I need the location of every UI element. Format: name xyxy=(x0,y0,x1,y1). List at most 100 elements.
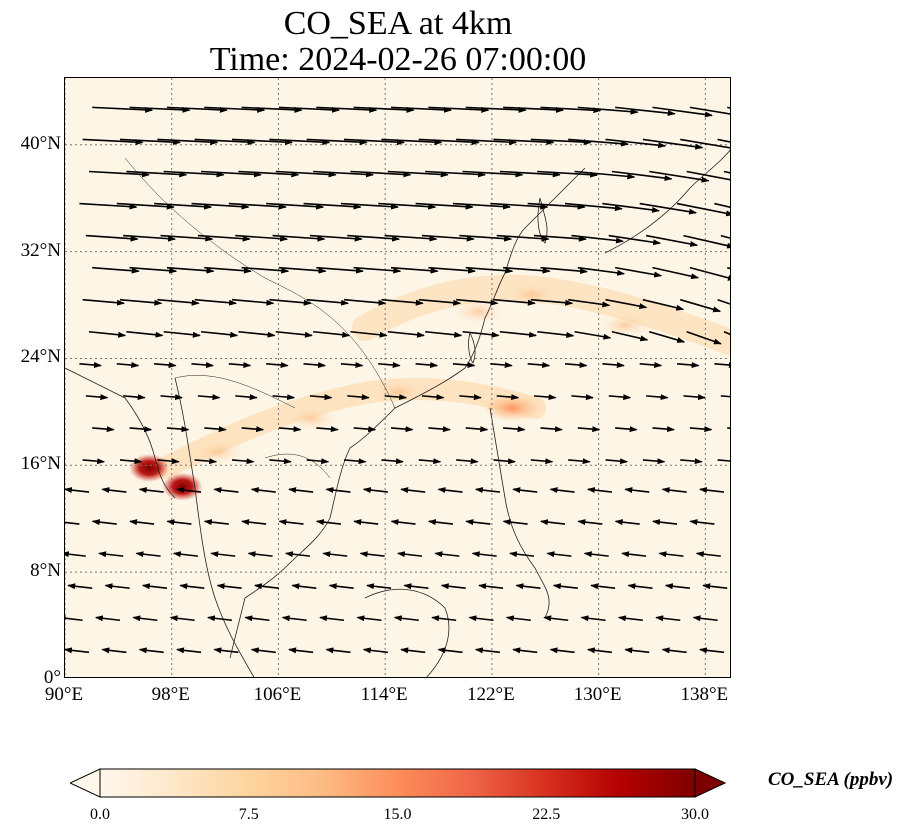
wind-arrow xyxy=(478,583,504,590)
wind-arrow xyxy=(683,394,706,401)
wind-arrow xyxy=(266,202,325,210)
wind-arrow xyxy=(627,583,653,590)
wind-arrow xyxy=(344,138,405,146)
x-tick-label: 122°E xyxy=(467,684,515,705)
wind-arrow xyxy=(269,298,312,306)
wind-arrow xyxy=(418,138,480,146)
wind-arrow xyxy=(157,138,219,146)
wind-arrow xyxy=(132,615,158,622)
wind-arrow xyxy=(272,234,326,242)
wind-arrow xyxy=(400,487,426,494)
wind-arrow xyxy=(586,487,613,494)
wind-arrow xyxy=(652,106,713,118)
gridline-layer xyxy=(65,78,730,677)
wind-arrow xyxy=(390,426,414,433)
y-tick-label: 16°N xyxy=(20,453,61,475)
wind-arrow xyxy=(154,362,177,369)
wind-arrow xyxy=(471,551,497,558)
wind-arrow xyxy=(67,583,93,590)
colorbar-gradient xyxy=(99,768,696,798)
wind-arrow xyxy=(387,170,449,178)
wind-arrow xyxy=(396,551,423,558)
wind-arrow xyxy=(462,170,524,178)
wind-arrow xyxy=(683,234,730,249)
co-hotspot xyxy=(192,439,245,464)
co-hotspot xyxy=(162,472,203,501)
wind-arrow xyxy=(564,362,588,369)
wind-arrow xyxy=(306,298,350,306)
wind-arrow xyxy=(194,298,238,306)
wind-arrow xyxy=(322,551,348,558)
wind-arrow xyxy=(316,106,378,113)
wind-arrow xyxy=(642,138,704,150)
map-panel xyxy=(64,77,731,678)
wind-arrow xyxy=(577,106,639,115)
wind-arrow xyxy=(241,426,265,433)
wind-arrow xyxy=(231,458,255,465)
wind-arrow xyxy=(313,170,375,178)
wind-arrow xyxy=(431,615,457,622)
wind-arrow xyxy=(387,330,425,338)
wind-arrow xyxy=(200,330,239,338)
wind-arrow xyxy=(474,487,500,494)
wind-arrow xyxy=(533,394,557,401)
wind-arrow xyxy=(129,426,153,433)
wind-arrow xyxy=(505,615,531,622)
wind-arrow xyxy=(686,331,722,345)
wind-arrow xyxy=(126,330,164,338)
wind-arrow xyxy=(652,426,676,433)
colorbar-extend-min xyxy=(70,768,101,798)
wind-arrow xyxy=(123,234,176,242)
wind-arrow xyxy=(400,647,426,654)
wind-arrow xyxy=(119,138,181,146)
wind-arrow xyxy=(680,458,703,465)
coastline-china xyxy=(394,167,586,409)
wind-arrow xyxy=(490,362,513,369)
wind-arrow xyxy=(537,330,575,338)
wind-arrow xyxy=(415,362,439,369)
colorbar-tick-label: 22.5 xyxy=(532,806,561,823)
wind-arrow xyxy=(418,458,442,465)
colorbar-tick-label: 0.0 xyxy=(90,806,110,823)
wind-arrow xyxy=(503,266,551,274)
x-tick-label: 98°E xyxy=(151,684,190,705)
wind-arrow xyxy=(278,266,327,274)
wind-vector-layer xyxy=(65,106,730,654)
x-tick-label: 90°E xyxy=(44,684,84,705)
wind-arrow xyxy=(241,266,290,274)
wind-arrow xyxy=(717,459,730,462)
wind-arrow xyxy=(179,583,205,590)
wind-arrow xyxy=(201,170,262,178)
wind-arrow xyxy=(98,551,124,558)
wind-arrow xyxy=(235,394,258,401)
wind-arrow xyxy=(266,362,289,369)
wind-arrow xyxy=(720,234,730,239)
wind-arrow xyxy=(617,615,643,622)
wind-arrow xyxy=(241,519,267,526)
wind-arrow xyxy=(537,170,599,178)
wind-arrow xyxy=(503,426,526,433)
wind-arrow xyxy=(88,330,127,338)
coastline-japan xyxy=(604,149,730,254)
wind-arrow xyxy=(503,106,565,113)
wind-arrow xyxy=(194,458,218,465)
wind-arrow xyxy=(664,583,690,590)
wind-arrow xyxy=(325,487,351,494)
wind-arrow xyxy=(456,458,479,465)
wind-arrow xyxy=(157,298,200,306)
wind-arrow xyxy=(577,266,626,276)
wind-arrow xyxy=(92,266,140,274)
wind-arrow xyxy=(269,458,292,465)
wind-arrow xyxy=(241,106,303,113)
wind-arrow xyxy=(91,519,117,526)
wind-arrow xyxy=(169,615,195,622)
wind-arrow xyxy=(381,298,424,306)
wind-arrow xyxy=(381,458,404,465)
x-tick-label: 138°E xyxy=(680,684,729,705)
wind-arrow xyxy=(611,330,649,342)
map-title-line2: Time: 2024-02-26 07:00:00 xyxy=(209,41,587,78)
wind-arrow xyxy=(197,234,251,242)
wind-arrow xyxy=(269,138,331,146)
wind-arrow xyxy=(347,234,401,242)
wind-arrow xyxy=(583,551,609,558)
